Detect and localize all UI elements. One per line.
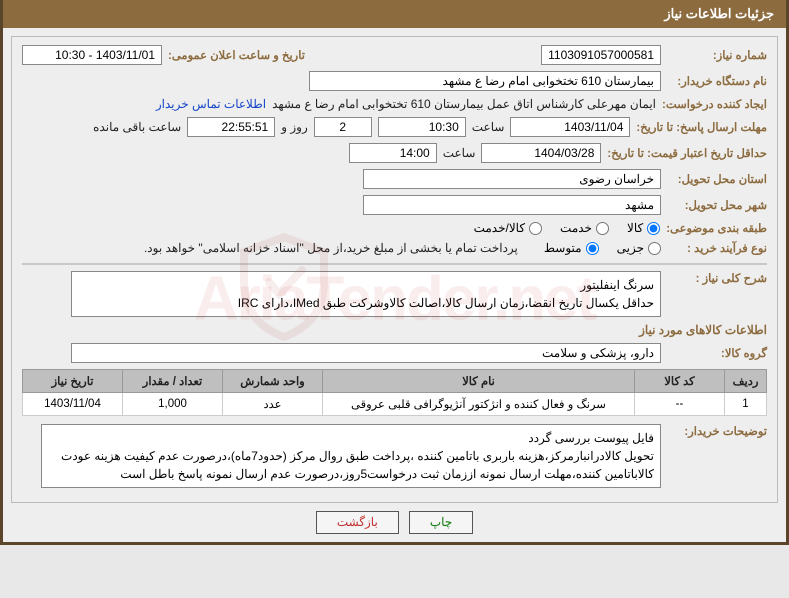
th-code: کد کالا — [635, 370, 725, 393]
category-radio-goods[interactable]: کالا — [627, 221, 660, 235]
th-qty: تعداد / مقدار — [123, 370, 223, 393]
province-value: خراسان رضوی — [363, 169, 661, 189]
need-number-value: 1103091057000581 — [541, 45, 661, 65]
buyer-org-value: بیمارستان 610 تختخوابی امام رضا ع مشهد — [309, 71, 661, 91]
goods-section-title: اطلاعات کالاهای مورد نیاز — [22, 323, 767, 337]
page-title: جزئیات اطلاعات نیاز — [664, 6, 774, 21]
validity-time: 14:00 — [349, 143, 437, 163]
buyer-notes-line2: تحویل کالادرانبارمرکز،هزینه باربری باتام… — [48, 447, 654, 483]
row-province: استان محل تحویل: خراسان رضوی — [22, 169, 767, 189]
th-name: نام کالا — [323, 370, 635, 393]
city-label: شهر محل تحویل: — [667, 198, 767, 212]
overall-desc-line2: حداقل یکسال تاریخ انقضا،زمان ارسال کالا،… — [238, 294, 654, 312]
td-date: 1403/11/04 — [23, 393, 123, 416]
buyer-org-label: نام دستگاه خریدار: — [667, 74, 767, 88]
th-date: تاریخ نیاز — [23, 370, 123, 393]
table-row: 1 -- سرنگ و فعال کننده و انژکتور آنژیوگر… — [23, 393, 767, 416]
td-row: 1 — [725, 393, 767, 416]
response-days: 2 — [314, 117, 372, 137]
row-requester: ایجاد کننده درخواست: ایمان مهرعلی کارشنا… — [22, 97, 767, 111]
category-radio-both[interactable]: کالا/خدمت — [474, 221, 542, 235]
validity-time-label: ساعت — [443, 146, 476, 160]
response-time-label: ساعت — [472, 120, 505, 134]
process-radio-medium[interactable]: متوسط — [544, 241, 599, 255]
requester-label: ایجاد کننده درخواست: — [662, 97, 767, 111]
row-overall-desc: شرح کلی نیاز : سرنگ اینفلیتور حداقل یکسا… — [22, 271, 767, 317]
row-buyer-org: نام دستگاه خریدار: بیمارستان 610 تختخواب… — [22, 71, 767, 91]
form-panel: شماره نیاز: 1103091057000581 تاریخ و ساع… — [11, 36, 778, 503]
response-deadline-label: مهلت ارسال پاسخ: تا تاریخ: — [636, 120, 767, 134]
overall-desc-value: سرنگ اینفلیتور حداقل یکسال تاریخ انقضا،ز… — [71, 271, 661, 317]
province-label: استان محل تحویل: — [667, 172, 767, 186]
validity-label: حداقل تاریخ اعتبار قیمت: تا تاریخ: — [607, 146, 767, 160]
process-radio-group: جزیی متوسط — [544, 241, 661, 255]
goods-group-value: دارو، پزشکی و سلامت — [71, 343, 661, 363]
overall-desc-line1: سرنگ اینفلیتور — [238, 276, 654, 294]
announce-value: 1403/11/01 - 10:30 — [22, 45, 162, 65]
process-radio-small[interactable]: جزیی — [617, 241, 661, 255]
process-note: پرداخت تمام یا بخشی از مبلغ خرید،از محل … — [144, 241, 518, 255]
td-name: سرنگ و فعال کننده و انژکتور آنژیوگرافی ق… — [323, 393, 635, 416]
buyer-contact-link[interactable]: اطلاعات تماس خریدار — [156, 97, 266, 111]
category-radio-service[interactable]: خدمت — [560, 221, 609, 235]
response-remain: 22:55:51 — [187, 117, 275, 137]
td-code: -- — [635, 393, 725, 416]
page-header: جزئیات اطلاعات نیاز — [0, 0, 789, 28]
back-button[interactable]: بازگشت — [316, 511, 399, 534]
print-button[interactable]: چاپ — [409, 511, 473, 534]
row-need-number: شماره نیاز: 1103091057000581 تاریخ و ساع… — [22, 45, 767, 65]
row-goods-group: گروه کالا: دارو، پزشکی و سلامت — [22, 343, 767, 363]
divider-1 — [22, 263, 767, 265]
th-row: ردیف — [725, 370, 767, 393]
content-wrapper: شماره نیاز: 1103091057000581 تاریخ و ساع… — [0, 28, 789, 545]
city-value: مشهد — [363, 195, 661, 215]
buyer-notes-label: توضیحات خریدار: — [667, 424, 767, 438]
row-category: طبقه بندی موضوعی: کالا خدمت کالا/خدمت — [22, 221, 767, 235]
announce-label: تاریخ و ساعت اعلان عمومی: — [168, 48, 305, 62]
table-header-row: ردیف کد کالا نام کالا واحد شمارش تعداد /… — [23, 370, 767, 393]
row-response-deadline: مهلت ارسال پاسخ: تا تاریخ: 1403/11/04 سا… — [22, 117, 767, 137]
requester-value: ایمان مهرعلی کارشناس اتاق عمل بیمارستان … — [272, 97, 656, 111]
row-buyer-notes: توضیحات خریدار: فایل پیوست بررسی گردد تح… — [22, 424, 767, 488]
overall-desc-label: شرح کلی نیاز : — [667, 271, 767, 285]
row-process: نوع فرآیند خرید : جزیی متوسط پرداخت تمام… — [22, 241, 767, 255]
th-unit: واحد شمارش — [223, 370, 323, 393]
need-number-label: شماره نیاز: — [667, 48, 767, 62]
process-label: نوع فرآیند خرید : — [667, 241, 767, 255]
buyer-notes-line1: فایل پیوست بررسی گردد — [48, 429, 654, 447]
td-unit: عدد — [223, 393, 323, 416]
category-label: طبقه بندی موضوعی: — [666, 221, 767, 235]
category-radio-group: کالا خدمت کالا/خدمت — [474, 221, 661, 235]
row-city: شهر محل تحویل: مشهد — [22, 195, 767, 215]
row-validity: حداقل تاریخ اعتبار قیمت: تا تاریخ: 1404/… — [22, 143, 767, 163]
goods-table: ردیف کد کالا نام کالا واحد شمارش تعداد /… — [22, 369, 767, 416]
response-deadline-time: 10:30 — [378, 117, 466, 137]
validity-date: 1404/03/28 — [481, 143, 601, 163]
td-qty: 1,000 — [123, 393, 223, 416]
response-remain-label: ساعت باقی مانده — [93, 120, 181, 134]
response-deadline-date: 1403/11/04 — [510, 117, 630, 137]
button-row: چاپ بازگشت — [11, 511, 778, 534]
goods-group-label: گروه کالا: — [667, 346, 767, 360]
response-days-label: روز و — [281, 120, 308, 134]
buyer-notes-value: فایل پیوست بررسی گردد تحویل کالادرانبارم… — [41, 424, 661, 488]
